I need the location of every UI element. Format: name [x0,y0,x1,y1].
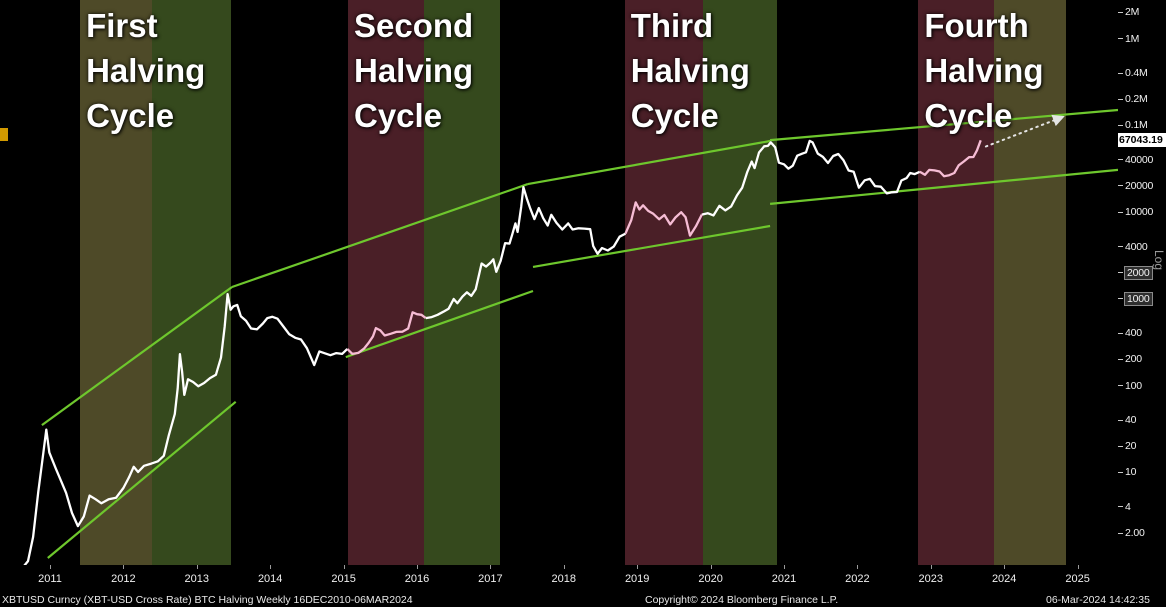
x-axis-year-label: 2017 [478,573,503,585]
price-line [23,139,921,565]
x-axis-tick [50,565,51,569]
x-axis-tick [784,565,785,569]
cycle-label: Second Halving Cycle [354,7,474,134]
y-axis-tick: 1000 [1118,291,1153,306]
pre-halving-band [624,0,704,565]
cycle-label: First Halving Cycle [86,7,206,134]
x-axis-year-label: 2022 [845,573,870,585]
cycle-label: Fourth Halving Cycle [924,7,1044,134]
x-axis-year-label: 2013 [184,573,210,585]
x-axis-tick [417,565,418,569]
x-axis-tick [343,565,345,569]
x-axis-tick [930,565,932,569]
y-axis-tick: 1M [1118,32,1139,46]
x-axis-year-label: 2014 [257,573,283,585]
chart-plot-area[interactable]: First Halving Cycle Second Halving Cycle T… [0,0,1118,565]
pre-halving-band [348,0,424,565]
x-axis-tick [857,565,859,569]
y-axis-tick: 200 [1118,352,1142,366]
x-axis-year-label: 2015 [331,573,356,585]
trend-channel-line [47,400,237,559]
x-axis-tick [490,565,492,569]
left-axis-marker [0,128,8,141]
y-axis-tick: 40 [1118,413,1136,427]
y-axis-tick: 40000 [1118,153,1153,167]
time-axis[interactable]: 2011 2012 2013 2014 2015 2016 2017 2018 2019 2020… [0,565,1118,593]
cycle-label: Third Halving Cycle [630,7,750,134]
x-axis-tick [563,565,565,569]
security-description: XBTUSD Curncy (XBT-USD Cross Rate) BTC H… [2,594,413,606]
price-line-pre-halving-segment [346,139,982,356]
y-axis-tick: 4000 [1118,240,1148,254]
x-axis-year-label: 2021 [771,573,797,585]
x-axis-tick [270,565,272,569]
y-axis-tick: 20000 [1118,179,1153,193]
x-axis-year-label: 2018 [551,573,577,585]
datetime-text: 06-Mar-2024 14:42:35 [1046,594,1150,606]
post-halving-band [152,0,232,565]
pre-halving-band [918,0,994,565]
x-axis-year-label: 2025 [1065,573,1090,585]
x-axis-tick [123,565,125,569]
y-axis-tick: 2M [1118,5,1139,19]
trend-channel-line [231,183,529,289]
last-price-tag: 67043.19 [1118,133,1166,148]
x-axis-year-label: 2024 [991,573,1017,585]
trend-channel-lines [41,108,1118,559]
x-axis-year-label: 2023 [918,573,944,585]
copyright-text: Copyright© 2024 Bloomberg Finance L.P. [645,594,839,606]
x-axis-year-label: 2016 [404,573,430,585]
trend-channel-line [345,289,534,359]
y-axis-tick: 100 [1118,379,1142,393]
post-halving-band [703,0,778,565]
y-axis-tick: 2000 [1118,265,1153,280]
status-bar: XBTUSD Curncy (XBT-USD Cross Rate) BTC H… [0,593,1166,607]
x-axis-tick [196,565,198,569]
projection-arrow [984,114,1065,148]
y-axis-tick: 10000 [1118,205,1153,219]
y-axis-tick: 2.00 [1118,526,1145,540]
x-axis-year-label: 2020 [698,573,723,585]
y-axis-tick: 20 [1118,439,1136,453]
y-axis-tick: 0.2M [1118,92,1148,106]
price-chart-svg [23,108,1118,565]
log-scale-label: Log [1152,250,1166,271]
post-halving-band [423,0,500,565]
x-axis-year-label: 2012 [111,573,136,585]
trend-channel-line [769,168,1118,205]
x-axis-tick [710,565,712,569]
trend-channel-line [41,286,233,426]
trend-channel-line [527,139,771,186]
y-axis-tick: 0.4M [1118,66,1148,80]
y-axis-tick: 0.1M [1118,118,1148,132]
x-axis-tick [637,565,639,569]
x-axis-year-label: 2011 [38,573,62,585]
post-halving-band [993,0,1066,565]
x-axis-tick [1077,565,1079,569]
x-axis-year-label: 2019 [624,573,650,585]
x-axis-tick [1004,565,1006,569]
y-axis-tick: 4 [1118,500,1131,514]
price-axis[interactable]: 2M 1M 0.4M 0.2M 0.1M 40000 20000 10000 4000 2000 1… [1118,0,1166,565]
y-axis-tick: 10 [1118,465,1136,479]
y-axis-tick: 400 [1118,326,1142,340]
trend-channel-line [532,224,771,268]
